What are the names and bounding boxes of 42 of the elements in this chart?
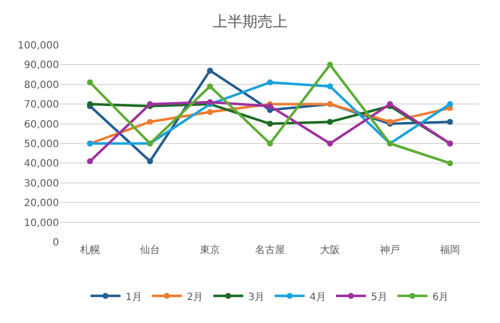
- point: [207, 108, 213, 115]
- legend-label: 2月: [186, 292, 204, 303]
- x-tick-label: 大阪: [320, 244, 340, 256]
- legend-label: 4月: [310, 292, 326, 303]
- point: [147, 118, 153, 125]
- x-tick-label: 福岡: [440, 244, 460, 256]
- chart-title: 上半期売上: [212, 12, 288, 31]
- point: [147, 158, 153, 164]
- x-tick-label: 仙台: [140, 244, 160, 256]
- y-tick-label: 40,000: [24, 158, 59, 170]
- point: [447, 101, 453, 108]
- point: [267, 120, 273, 127]
- point: [207, 83, 213, 90]
- point: [267, 79, 273, 86]
- y-tick-label: 100,000: [18, 40, 59, 52]
- point: [267, 140, 273, 146]
- x-tick-label: 名古屋: [255, 244, 285, 256]
- y-tick-label: 90,000: [24, 60, 59, 72]
- y-tick-label: 50,000: [24, 139, 59, 150]
- y-tick-label: 20,000: [24, 198, 59, 210]
- y-tick-label: 80,000: [24, 80, 59, 91]
- point: [327, 140, 333, 146]
- x-tick-label: 札幌: [80, 244, 100, 256]
- point: [327, 62, 333, 68]
- legend-label: 5月: [371, 292, 388, 303]
- x-tick-label: 東京: [200, 244, 220, 256]
- y-tick-label: 30,000: [24, 178, 59, 190]
- legend-label: 1月: [126, 292, 142, 303]
- point: [87, 158, 93, 164]
- point: [207, 68, 213, 74]
- legend-label: 6月: [432, 292, 449, 303]
- point: [447, 118, 453, 125]
- point: [327, 83, 333, 90]
- x-tick-label: 神戸: [380, 244, 400, 256]
- point: [327, 118, 333, 125]
- y-tick-label: 0: [52, 238, 59, 248]
- legend-label: 3月: [248, 292, 265, 303]
- point: [87, 79, 93, 86]
- y-tick-label: 60,000: [24, 119, 59, 130]
- point: [447, 160, 453, 166]
- y-tick-label: 10,000: [24, 218, 59, 229]
- y-tick-label: 70,000: [24, 100, 59, 111]
